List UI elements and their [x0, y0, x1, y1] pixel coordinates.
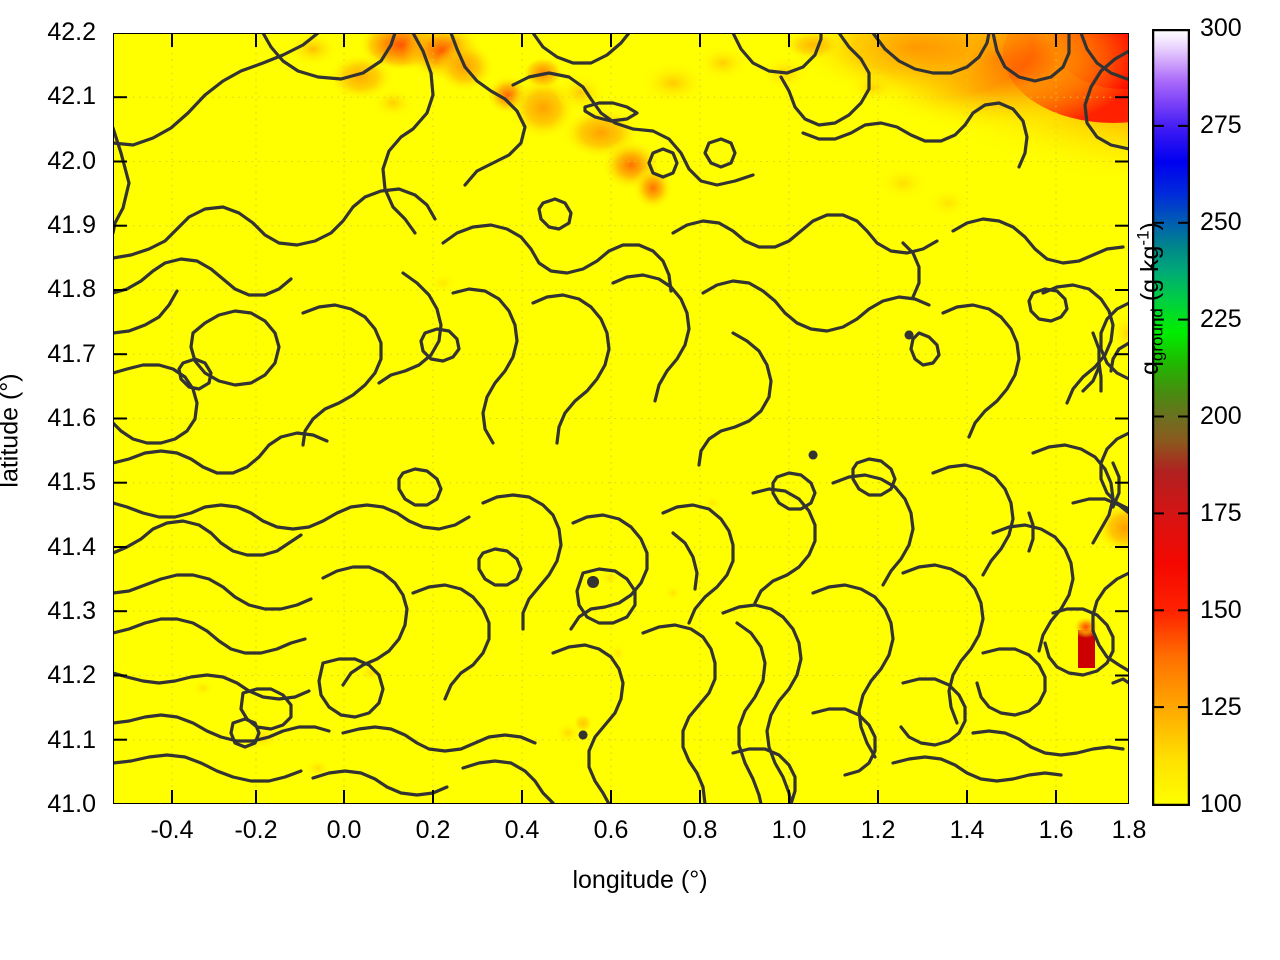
x-tick-label: 1.2: [860, 816, 896, 844]
colorbar-tick-label: 250: [1200, 208, 1242, 236]
y-tick-label: 41.4: [47, 533, 96, 561]
colorbar-tick-label: 125: [1200, 693, 1242, 721]
y-tick-label: 41.1: [47, 726, 96, 754]
colorbar-tick-label: 100: [1200, 790, 1242, 818]
y-tick-label: 41.8: [47, 275, 96, 303]
y-tick-label: 41.3: [47, 597, 96, 625]
x-tick-label: 1.8: [1111, 816, 1147, 844]
colorbar-tick-label: 300: [1200, 14, 1242, 42]
x-tick-label: -0.4: [150, 816, 194, 844]
colorbar: [1152, 29, 1190, 806]
y-tick-label: 41.7: [47, 340, 96, 368]
colorbar-title: qground (g kg-1): [1133, 169, 1167, 429]
colorbar-title-units-exponent: -1: [1133, 230, 1153, 246]
x-tick-label: 0.8: [682, 816, 718, 844]
x-tick-label: 0.4: [504, 816, 540, 844]
y-tick-label: 41.9: [47, 211, 96, 239]
x-tick-label: 0.2: [415, 816, 451, 844]
colorbar-title-subscript: ground: [1147, 308, 1167, 362]
x-tick-label: -0.2: [234, 816, 278, 844]
colorbar-title-units-post: ): [1135, 222, 1164, 231]
colorbar-title-main: q: [1135, 361, 1164, 375]
y-tick-label: 42.1: [47, 82, 96, 110]
colorbar-title-units-pre: (g kg: [1135, 245, 1164, 309]
colorbar-tick-label: 175: [1200, 499, 1242, 527]
x-tick-label: 1.0: [771, 816, 807, 844]
x-axis-title: longitude (°): [572, 866, 708, 894]
y-tick-label: 41.6: [47, 404, 96, 432]
isolated-max-cell: [1078, 630, 1095, 668]
colorbar-ticks: [1153, 124, 1189, 709]
colorbar-tick-label: 150: [1200, 596, 1242, 624]
y-tick-label: 41.2: [47, 661, 96, 689]
y-tick-label: 41.0: [47, 790, 96, 818]
y-tick-label: 41.5: [47, 468, 96, 496]
x-tick-label: 1.4: [949, 816, 985, 844]
x-tick-label: 1.6: [1038, 816, 1074, 844]
y-axis-title: latitude (°): [0, 373, 24, 488]
y-tick-label: 42.0: [47, 147, 96, 175]
plot-ticks: [113, 33, 1129, 804]
y-tick-label: 42.2: [47, 18, 96, 46]
x-tick-label: 0.6: [593, 816, 629, 844]
colorbar-tick-label: 225: [1200, 305, 1242, 333]
heatmap-plot: [113, 33, 1129, 804]
colorbar-tick-label: 275: [1200, 111, 1242, 139]
x-tick-label: 0.0: [326, 816, 362, 844]
heatmap-anomalies: [191, 33, 1129, 778]
colorbar-tick-label: 200: [1200, 402, 1242, 430]
